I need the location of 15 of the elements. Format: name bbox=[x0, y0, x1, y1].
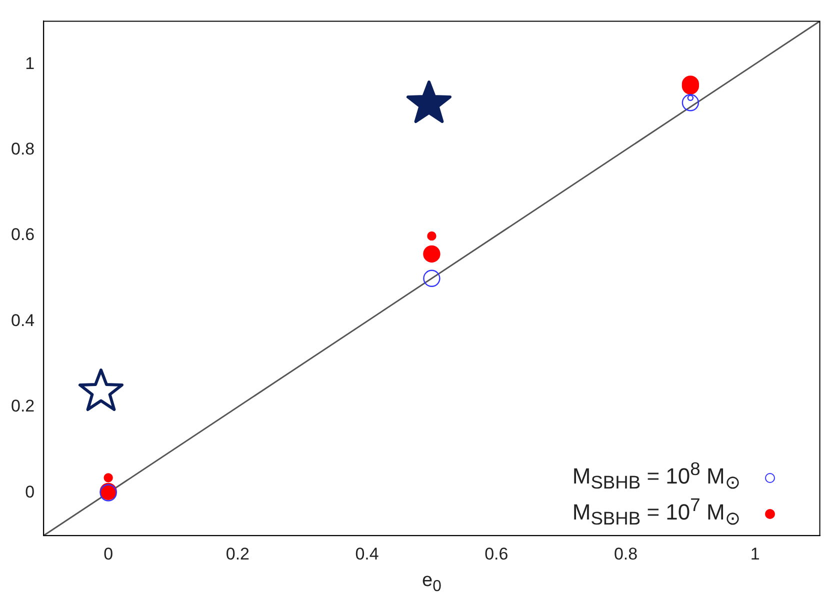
x-tick-label: 0.4 bbox=[355, 544, 379, 564]
x-tick-label: 0.8 bbox=[614, 544, 638, 564]
y-tick-label: 1 bbox=[25, 54, 35, 73]
y-tick-label: 0.4 bbox=[10, 310, 35, 330]
x-tick-label: 0.2 bbox=[226, 544, 250, 564]
x-axis-title: e$_{0}$ bbox=[422, 570, 442, 596]
legend-label: M$_{SBHB}$ = 10$^{8}$ M$_{⊙}$ bbox=[572, 458, 740, 494]
y-tick-label: 0.8 bbox=[10, 139, 35, 158]
legend-label: M$_{SBHB}$ = 10$^{7}$ M$_{⊙}$ bbox=[572, 494, 740, 530]
y-tick-label: 0.6 bbox=[10, 225, 35, 244]
x-tick-label: 0.6 bbox=[484, 544, 508, 564]
y-tick-label: 0 bbox=[25, 482, 35, 502]
y-tick-label: 0.2 bbox=[10, 396, 35, 416]
x-tick-label: 0 bbox=[104, 544, 114, 564]
x-tick-label: 1 bbox=[750, 544, 760, 564]
